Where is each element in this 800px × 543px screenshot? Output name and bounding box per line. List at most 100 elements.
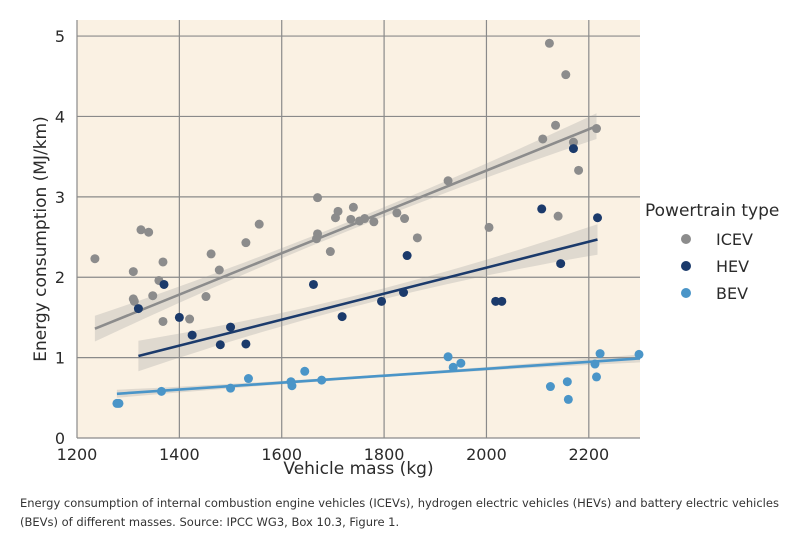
data-point-hev [159,279,169,289]
x-tick-label: 1200 [57,445,98,464]
legend-items: ICEV HEV BEV [681,230,753,303]
data-point-icev [412,233,422,243]
y-tick-label: 1 [55,349,65,368]
data-point-bev [300,366,310,376]
data-point-bev [456,358,466,368]
chart: 1200 1400 1600 1800 2000 2200 0 1 2 3 4 5 Vehicle m… [31,20,779,479]
data-point-icev [201,292,211,302]
data-point-hev [133,304,143,314]
x-tick-label: 2000 [466,445,507,464]
data-point-bev [562,377,572,387]
data-point-icev [348,202,358,212]
data-point-icev [544,38,554,48]
data-point-icev [254,219,264,229]
fit-line-icev [94,124,597,330]
data-point-bev [114,398,124,408]
data-point-icev [313,193,323,203]
x-axis-title: Vehicle mass (kg) [283,459,433,479]
legend-label-icev: ICEV [716,230,753,249]
data-point-icev [144,227,154,237]
data-point-bev [595,349,605,359]
data-point-icev [568,137,578,147]
data-point-hev [497,296,507,306]
data-point-icev [392,208,402,218]
data-point-bev [226,383,236,393]
data-point-bev [287,381,297,391]
y-tick-label: 0 [55,429,65,448]
legend-marker-bev [681,288,691,298]
tick-labels-layer: 1200 1400 1600 1800 2000 2200 0 1 2 3 4 5 [55,27,609,464]
legend-marker-hev [681,261,691,271]
data-point-hev [337,312,347,322]
data-point-icev [400,214,410,224]
x-tick-label: 1400 [159,445,200,464]
data-point-icev [574,165,584,175]
legend-label-bev: BEV [716,284,748,303]
data-point-bev [448,362,458,372]
legend-title: Powertrain type [645,201,779,221]
data-point-icev [158,257,168,267]
data-point-icev [346,214,356,224]
y-tick-label: 2 [55,268,65,287]
data-point-icev [553,211,563,221]
data-point-icev [333,206,343,216]
data-point-icev [185,314,195,324]
data-point-hev [537,204,547,214]
data-point-icev [128,267,138,277]
data-point-bev [591,372,601,382]
data-point-hev [241,339,251,349]
data-point-icev [129,296,139,306]
y-axis-title: Energy consumption (MJ/km) [31,116,51,361]
data-point-icev [312,234,322,244]
legend-marker-icev [681,234,691,244]
data-point-bev [590,359,600,369]
data-point-icev [241,238,251,248]
data-point-icev [158,316,168,326]
data-point-icev [443,176,453,186]
data-point-hev [568,144,578,154]
data-point-bev [243,374,253,384]
data-point-bev [545,382,555,392]
data-point-bev [443,352,453,362]
data-point-icev [360,214,370,224]
data-points-layer [90,38,644,408]
data-point-hev [226,322,236,332]
y-tick-label: 4 [55,107,65,126]
data-point-bev [563,394,573,404]
data-point-icev [206,249,216,259]
data-point-icev [484,222,494,232]
data-point-hev [402,251,412,261]
data-point-hev [215,340,225,350]
data-point-icev [325,247,335,257]
x-tick-label: 1600 [261,445,302,464]
x-tick-label: 2200 [568,445,609,464]
data-point-hev [556,259,566,269]
fit-line-layer [94,124,641,396]
data-point-icev [136,225,146,235]
data-point-hev [187,330,197,340]
data-point-bev [634,349,644,359]
fit-line-hev [138,238,598,358]
data-point-icev [538,134,548,144]
data-point-hev [593,213,603,223]
data-point-icev [551,120,561,130]
data-point-hev [308,279,318,289]
data-point-icev [148,291,158,301]
data-point-bev [156,386,166,396]
plot-background-layer [77,20,640,438]
data-point-icev [591,124,601,134]
plot-area [77,20,640,438]
x-tick-label: 1800 [364,445,405,464]
data-point-hev [174,312,184,322]
y-tick-label: 3 [55,188,65,207]
data-point-icev [561,70,571,80]
data-point-bev [317,375,327,385]
legend: Powertrain type ICEV HEV BEV [645,201,779,303]
data-point-hev [399,288,409,298]
fit-line-bev [116,357,641,396]
y-tick-label: 5 [55,27,65,46]
data-point-icev [214,265,224,275]
data-point-hev [377,296,387,306]
data-point-icev [90,254,100,264]
data-point-icev [369,217,379,227]
